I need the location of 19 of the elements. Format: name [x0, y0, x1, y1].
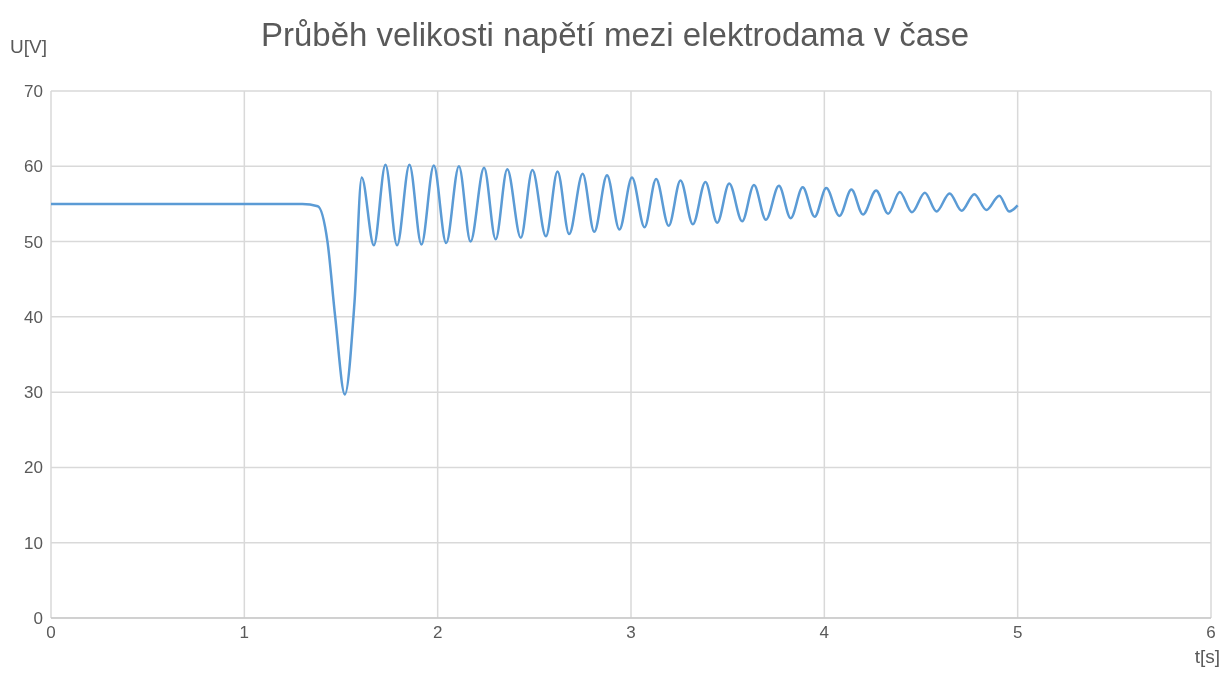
x-axis-title: t[s] [1194, 646, 1220, 668]
chart-title: Průběh velikosti napětí mezi elektrodama v čase [260, 16, 970, 53]
x-tick-label: 1 [239, 623, 250, 643]
x-tick-label: 5 [1012, 623, 1023, 643]
y-tick-label: 50 [24, 232, 43, 252]
x-tick-label: 2 [432, 623, 443, 643]
line-series [51, 163, 1019, 396]
x-tick-label: 6 [1206, 623, 1216, 643]
y-tick-label: 30 [24, 383, 43, 403]
y-tick-label: 10 [24, 533, 43, 553]
y-tick-label: 60 [24, 157, 43, 177]
y-tick-label: 0 [33, 609, 43, 629]
y-tick-label: 70 [24, 82, 43, 102]
y-axis-title: U[V] [10, 36, 47, 58]
x-tick-label: 4 [819, 623, 830, 643]
x-tick-label: 3 [626, 623, 636, 643]
y-tick-label: 20 [24, 458, 43, 478]
y-tick-label: 40 [24, 307, 43, 327]
x-tick-label: 0 [46, 623, 56, 643]
